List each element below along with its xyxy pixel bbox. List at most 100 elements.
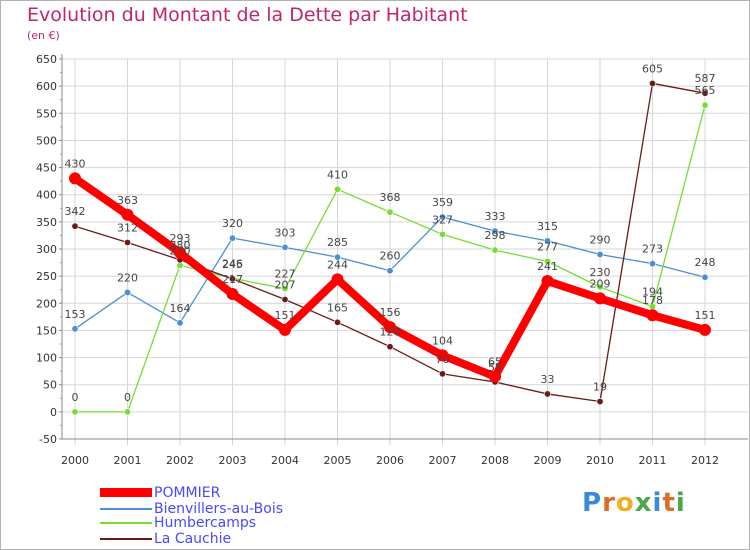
data-label: 19: [593, 381, 607, 394]
data-point: [701, 89, 709, 97]
data-point: [174, 246, 186, 259]
data-point: [648, 79, 656, 87]
data-label: 293: [170, 232, 191, 245]
data-point: [333, 185, 341, 193]
data-point: [596, 398, 604, 406]
data-label: 0: [72, 391, 79, 404]
legend-label-la-cauchie: La Cauchie: [154, 530, 232, 547]
data-label: 164: [170, 302, 191, 315]
data-label: 220: [117, 271, 138, 284]
data-point: [333, 318, 341, 326]
y-tick-label: 150: [36, 324, 57, 337]
data-label: 327: [432, 213, 453, 226]
data-point: [331, 273, 344, 286]
data-label: 333: [485, 210, 506, 223]
data-point: [71, 222, 79, 230]
data-label: 315: [537, 220, 558, 233]
logo-letter: i: [675, 488, 686, 518]
data-label: 217: [222, 273, 243, 286]
series-layer: [69, 79, 711, 416]
data-point: [701, 101, 709, 109]
proxiti-logo: Proxiti: [582, 488, 686, 518]
y-tick-label: 450: [36, 162, 57, 175]
data-label: 303: [275, 226, 296, 239]
data-point: [279, 323, 291, 336]
y-tick-label: 500: [36, 134, 57, 147]
legend-item-la-cauchie: La Cauchie: [100, 530, 232, 547]
data-label: 207: [275, 278, 296, 291]
data-point: [386, 343, 394, 351]
data-label: 209: [590, 277, 611, 290]
logo-letter: t: [662, 488, 676, 518]
x-tick-label: 2003: [219, 454, 247, 467]
data-point: [124, 408, 132, 416]
data-point: [71, 408, 79, 416]
x-tick-label: 2005: [324, 454, 352, 467]
data-point: [384, 321, 396, 334]
logo-letter: r: [602, 488, 616, 518]
data-point: [701, 273, 709, 281]
x-tick-label: 2001: [114, 454, 142, 467]
x-tick-label: 2011: [639, 454, 667, 467]
legend-label-humbercamps: Humbercamps: [154, 514, 257, 531]
data-label: 363: [117, 194, 138, 207]
data-point: [386, 267, 394, 275]
data-label: 587: [695, 72, 716, 85]
data-label: 368: [380, 191, 401, 204]
data-label: 241: [537, 260, 558, 273]
data-label: 277: [537, 240, 558, 253]
x-tick-label: 2006: [376, 454, 404, 467]
data-point: [121, 208, 134, 221]
data-point: [176, 319, 184, 327]
y-tick-label: 250: [36, 270, 57, 283]
data-label: 248: [695, 256, 716, 269]
data-point: [436, 349, 449, 362]
data-point: [699, 323, 711, 336]
data-label: 342: [65, 205, 86, 218]
data-point: [69, 172, 81, 185]
x-tick-label: 2007: [429, 454, 457, 467]
data-point: [226, 288, 239, 301]
data-label: 246: [222, 257, 243, 270]
y-tick-label: -50: [39, 433, 57, 446]
y-tick-label: 200: [36, 297, 57, 310]
x-tick-label: 2004: [271, 454, 299, 467]
legend-label-bienvillers: Bienvillers-au-Bois: [154, 500, 284, 517]
data-label: 230: [590, 266, 611, 279]
x-tick-label: 2009: [534, 454, 562, 467]
x-tick-label: 2008: [481, 454, 509, 467]
logo-letter: o: [615, 488, 635, 518]
legend-swatch-bienvillers: [100, 507, 152, 510]
data-label: 153: [65, 308, 86, 321]
y-tick-label: 300: [36, 243, 57, 256]
data-label: 312: [117, 221, 138, 234]
x-tick-label: 2012: [691, 454, 719, 467]
data-point: [594, 292, 606, 305]
logo-letter: i: [652, 488, 663, 518]
data-point: [281, 243, 289, 251]
x-tick-label: 2002: [166, 454, 194, 467]
y-tick-label: 350: [36, 216, 57, 229]
data-label: 70: [436, 353, 450, 366]
data-label: 178: [642, 294, 663, 307]
data-label: 165: [327, 301, 348, 314]
data-point: [491, 227, 499, 235]
data-point: [386, 208, 394, 216]
data-point: [124, 238, 132, 246]
x-tick-label: 2010: [586, 454, 614, 467]
data-point: [229, 234, 237, 242]
data-label: 194: [642, 286, 663, 299]
data-label: 244: [327, 258, 348, 271]
y-tick-label: 50: [43, 379, 57, 392]
y-tick-label: 550: [36, 107, 57, 120]
data-label: 227: [275, 268, 296, 281]
y-tick-label: 650: [36, 53, 57, 66]
y-tick-label: 600: [36, 80, 57, 93]
legend-item-humbercamps: Humbercamps: [100, 514, 257, 531]
legend-item-pommier: POMMIER: [100, 485, 220, 501]
legend-swatch-pommier: [100, 488, 152, 497]
data-point: [489, 370, 501, 383]
data-label: 104: [432, 334, 453, 347]
data-label: 151: [695, 309, 716, 322]
data-label: 65: [488, 356, 502, 369]
